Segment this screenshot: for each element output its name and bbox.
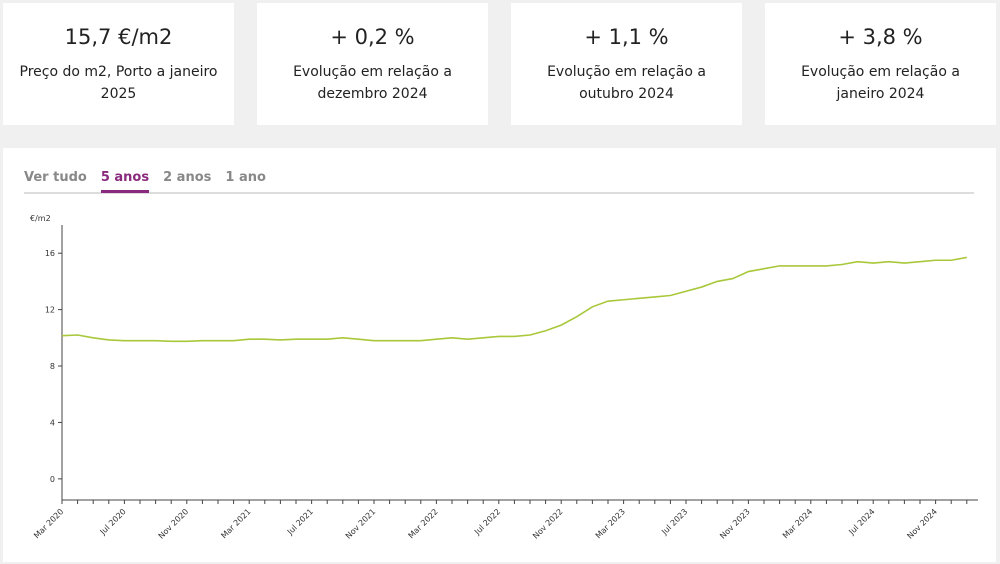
stat-label: Evolução em relação a outubro 2024	[547, 64, 706, 102]
tab[interactable]: 5 anos	[100, 168, 150, 193]
x-tick-label: Jul 2022	[472, 507, 502, 537]
tab[interactable]: Ver tudo	[24, 170, 87, 185]
x-tick-label: Mar 2023	[594, 507, 627, 540]
x-tick-label: Mar 2021	[219, 507, 252, 540]
x-tick-label: Jul 2023	[659, 507, 689, 537]
y-tick-label: 8	[50, 362, 55, 371]
x-tick-label: Mar 2022	[407, 507, 440, 540]
stat-card: 15,7 €/m2 Preço do m2, Porto a janeiro 20…	[3, 3, 234, 125]
x-tick-label: Nov 2020	[157, 507, 191, 541]
stat-value: 15,7 €/m2	[64, 25, 173, 49]
line-series	[61, 256, 967, 343]
tabs: Ver tudo 5 anos 2 anos 1 ano	[24, 168, 974, 194]
x-tick-label: Nov 2024	[905, 507, 939, 541]
chart-panel: Ver tudo 5 anos 2 anos 1 ano €/m2 0 4 8 12 16 Ma…	[3, 148, 996, 562]
stat-card: + 3,8 % Evolução em relação a janeiro 202…	[765, 3, 996, 125]
y-axis-label: €/m2	[30, 214, 51, 223]
stat-label: Preço do m2, Porto a janeiro 2025	[19, 64, 218, 102]
x-tick-label: Nov 2021	[344, 507, 378, 541]
chart: €/m2 0 4 8 12 16 Mar 2020 Jul 2020 Nov 2020 Mar …	[30, 214, 978, 541]
y-tick-label: 4	[50, 418, 55, 427]
stat-value: + 3,8 %	[838, 25, 923, 49]
x-tick-label: Nov 2022	[531, 507, 565, 541]
stat-value: + 0,2 %	[330, 25, 415, 49]
stat-label: Evolução em relação a dezembro 2024	[293, 64, 452, 102]
y-tick-label: 12	[45, 306, 55, 315]
stat-label: Evolução em relação a janeiro 2024	[801, 64, 960, 102]
stat-value: + 1,1 %	[584, 25, 669, 49]
stat-card: + 1,1 % Evolução em relação a outubro 202…	[511, 3, 742, 125]
stat-card: + 0,2 % Evolução em relação a dezembro 20…	[257, 3, 488, 125]
y-tick-label: 16	[45, 249, 55, 258]
y-tick-label: 0	[50, 475, 55, 484]
x-tick-label: Nov 2023	[718, 507, 752, 541]
x-tick-label: Mar 2024	[781, 507, 814, 540]
tab[interactable]: 1 ano	[225, 170, 266, 185]
x-tick-label: Jul 2021	[285, 507, 315, 537]
x-tick-label: Mar 2020	[32, 507, 65, 540]
x-tick-label: Jul 2020	[98, 507, 128, 537]
tab[interactable]: 2 anos	[163, 170, 212, 185]
x-tick-label: Jul 2024	[847, 507, 877, 537]
